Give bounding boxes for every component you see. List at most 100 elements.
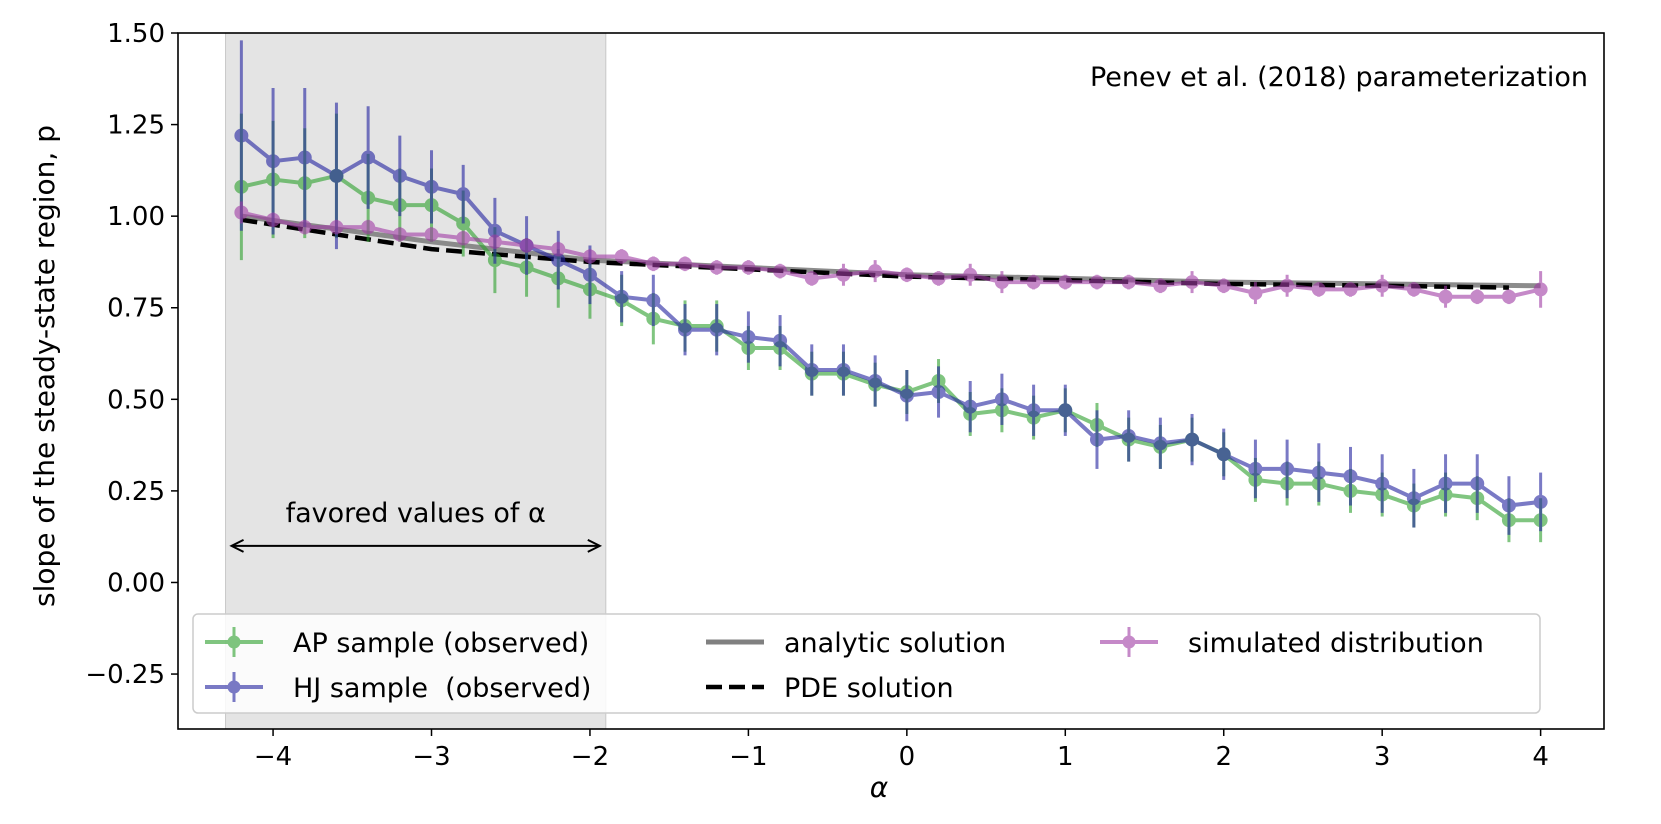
data-point <box>709 260 724 275</box>
data-point <box>1153 436 1168 451</box>
data-point <box>1311 465 1326 480</box>
data-point <box>234 205 249 220</box>
favored-region-label: favored values of α <box>286 498 546 529</box>
legend-item-hj-sample-observed: HJ sample (observed) <box>205 672 591 704</box>
data-point <box>392 168 407 183</box>
data-point <box>519 238 534 253</box>
data-point <box>266 154 281 169</box>
x-tick-label: 2 <box>1215 742 1232 772</box>
data-point <box>1343 282 1358 297</box>
data-point <box>1185 432 1200 447</box>
legend: AP sample (observed) analytic solution sim… <box>192 613 1541 714</box>
data-point <box>614 249 629 264</box>
series-hj-sample-observed <box>234 40 1548 535</box>
y-tick-label: 1.25 <box>107 111 165 141</box>
x-tick-label: −2 <box>571 742 609 772</box>
x-tick-label: 3 <box>1374 742 1391 772</box>
y-tick-label: 0.25 <box>107 477 165 507</box>
data-point <box>899 267 914 282</box>
legend-label: PDE solution <box>784 673 954 704</box>
legend-item-simulated-distribution: simulated distribution <box>1100 627 1484 659</box>
data-point <box>456 187 471 202</box>
plot-area: −4 −3 −2 −1 0 1 2 3 4 −0.25 0.00 0.25 0.50 0.75 1.00 1.… <box>28 19 1605 804</box>
data-point <box>1375 476 1390 491</box>
data-point <box>1248 461 1263 476</box>
y-axis-label: slope of the steady-state region, p <box>28 125 61 607</box>
legend-item-ap-sample-observed: AP sample (observed) <box>205 627 589 659</box>
data-point <box>1026 403 1041 418</box>
y-tick-label: 1.50 <box>107 19 165 49</box>
data-point <box>1311 282 1326 297</box>
data-point <box>551 242 566 257</box>
legend-item-analytic-solution: analytic solution <box>706 628 1006 659</box>
y-tick-label: 0.00 <box>107 568 165 598</box>
legend-label: HJ sample (observed) <box>293 673 591 704</box>
data-point <box>1216 447 1231 462</box>
legend-frame <box>192 613 1541 714</box>
data-point <box>1438 476 1453 491</box>
data-point <box>1438 289 1453 304</box>
data-point <box>361 150 376 165</box>
data-point <box>646 293 661 308</box>
data-point <box>266 212 281 227</box>
chart-annotation: Penev et al. (2018) parameterization <box>1090 62 1588 93</box>
data-point <box>836 363 851 378</box>
data-point <box>868 264 883 279</box>
data-point <box>361 220 376 235</box>
data-point <box>1406 282 1421 297</box>
legend-swatch-marker <box>227 680 241 694</box>
data-point <box>456 231 471 246</box>
data-point <box>804 271 819 286</box>
data-point <box>1533 494 1548 509</box>
data-point <box>931 271 946 286</box>
legend-label: analytic solution <box>784 628 1006 659</box>
legend-label: simulated distribution <box>1188 628 1484 659</box>
data-point <box>899 388 914 403</box>
data-point <box>1121 428 1136 443</box>
data-point <box>1280 461 1295 476</box>
y-tick-label: 0.50 <box>107 385 165 415</box>
data-point <box>836 267 851 282</box>
data-point <box>1216 278 1231 293</box>
data-point <box>1153 278 1168 293</box>
axes-frame <box>177 32 1605 730</box>
data-point <box>1026 275 1041 290</box>
data-point <box>709 322 724 337</box>
x-axis-label: α <box>870 771 889 804</box>
data-point <box>1089 432 1104 447</box>
legend-swatch <box>205 672 263 702</box>
data-point <box>1280 278 1295 293</box>
data-point <box>1089 275 1104 290</box>
legend-swatch <box>205 627 263 657</box>
x-tick-label: −1 <box>729 742 767 772</box>
legend-item-pde-solution: PDE solution <box>706 673 954 704</box>
legend-swatch <box>1100 627 1158 657</box>
data-point <box>741 330 756 345</box>
data-point <box>678 256 693 271</box>
data-point <box>234 128 249 143</box>
data-point <box>424 227 439 242</box>
legend-swatch-marker <box>1122 635 1136 649</box>
x-tick-label: −4 <box>254 742 292 772</box>
data-point <box>1185 275 1200 290</box>
data-point <box>646 256 661 271</box>
data-point <box>931 384 946 399</box>
x-tick-label: 0 <box>899 742 916 772</box>
favored-arrow-head-right <box>587 538 603 553</box>
data-point <box>329 168 344 183</box>
data-point <box>1121 275 1136 290</box>
data-point <box>1343 469 1358 484</box>
data-point <box>963 267 978 282</box>
data-point <box>1058 403 1073 418</box>
data-point <box>773 264 788 279</box>
data-point <box>487 234 502 249</box>
data-point <box>297 220 312 235</box>
data-point <box>329 220 344 235</box>
y-tick-label: 0.75 <box>107 294 165 324</box>
favored-arrow-head-left <box>229 538 244 553</box>
data-point <box>1248 286 1263 301</box>
data-point <box>297 150 312 165</box>
x-tick-label: 4 <box>1532 742 1549 772</box>
legend-label: AP sample (observed) <box>293 628 589 659</box>
